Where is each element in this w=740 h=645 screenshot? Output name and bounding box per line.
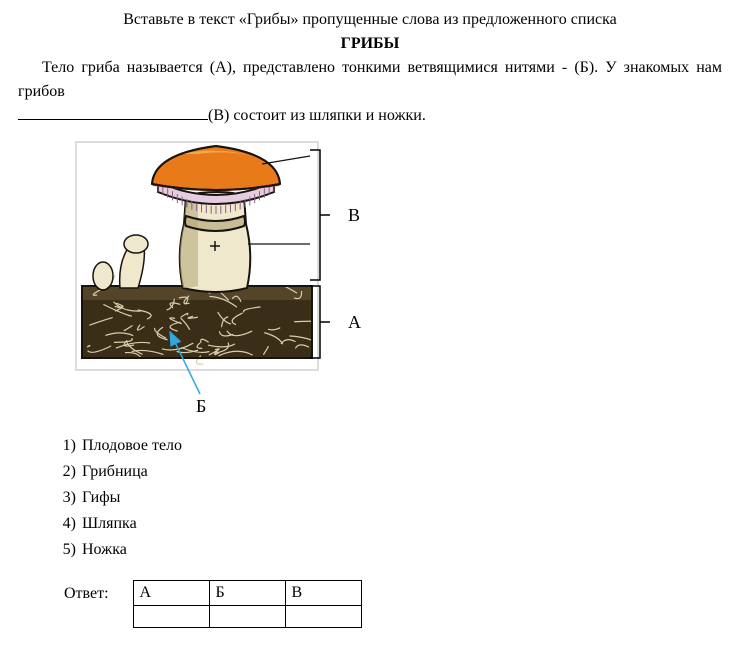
option-text: Шляпка <box>82 512 137 536</box>
answer-header-v: В <box>285 581 361 606</box>
blank-v <box>18 119 208 120</box>
answer-header-b: Б <box>209 581 285 606</box>
answer-cell-a[interactable] <box>133 606 209 628</box>
table-row <box>133 606 361 628</box>
mushroom-diagram: В А Б <box>48 136 388 416</box>
option-number: 3) <box>50 486 76 510</box>
list-item: 3) Гифы <box>50 486 722 510</box>
instruction-text: Вставьте в текст «Грибы» пропущенные сло… <box>18 8 722 32</box>
svg-text:Б: Б <box>196 396 206 416</box>
option-number: 2) <box>50 460 76 484</box>
fill-paragraph: Тело гриба называется (А), представлено … <box>18 56 722 128</box>
answer-section: Ответ: А Б В <box>64 580 722 628</box>
answer-header-a: А <box>133 581 209 606</box>
option-number: 1) <box>50 434 76 458</box>
option-text: Гифы <box>82 486 120 510</box>
svg-text:А: А <box>348 312 361 332</box>
options-list: 1) Плодовое тело 2) Грибница 3) Гифы 4) … <box>50 434 722 562</box>
option-number: 5) <box>50 538 76 562</box>
answer-cell-b[interactable] <box>209 606 285 628</box>
list-item: 2) Грибница <box>50 460 722 484</box>
answer-cell-v[interactable] <box>285 606 361 628</box>
table-row: А Б В <box>133 581 361 606</box>
paragraph-seg1: Тело гриба называется <box>42 59 210 76</box>
answer-label: Ответ: <box>64 580 109 606</box>
list-item: 4) Шляпка <box>50 512 722 536</box>
list-item: 5) Ножка <box>50 538 722 562</box>
option-text: Плодовое тело <box>82 434 182 458</box>
option-number: 4) <box>50 512 76 536</box>
svg-text:В: В <box>348 205 360 225</box>
list-item: 1) Плодовое тело <box>50 434 722 458</box>
paragraph-seg2: (А), представлено тонкими ветвящимися ни… <box>210 59 575 76</box>
paragraph-seg4: (В) состоит из шляпки и ножки. <box>208 107 426 124</box>
diagram-svg: В А Б <box>48 136 388 416</box>
title-text: ГРИБЫ <box>18 32 722 56</box>
answer-table: А Б В <box>133 580 362 628</box>
option-text: Ножка <box>82 538 127 562</box>
option-text: Грибница <box>82 460 148 484</box>
